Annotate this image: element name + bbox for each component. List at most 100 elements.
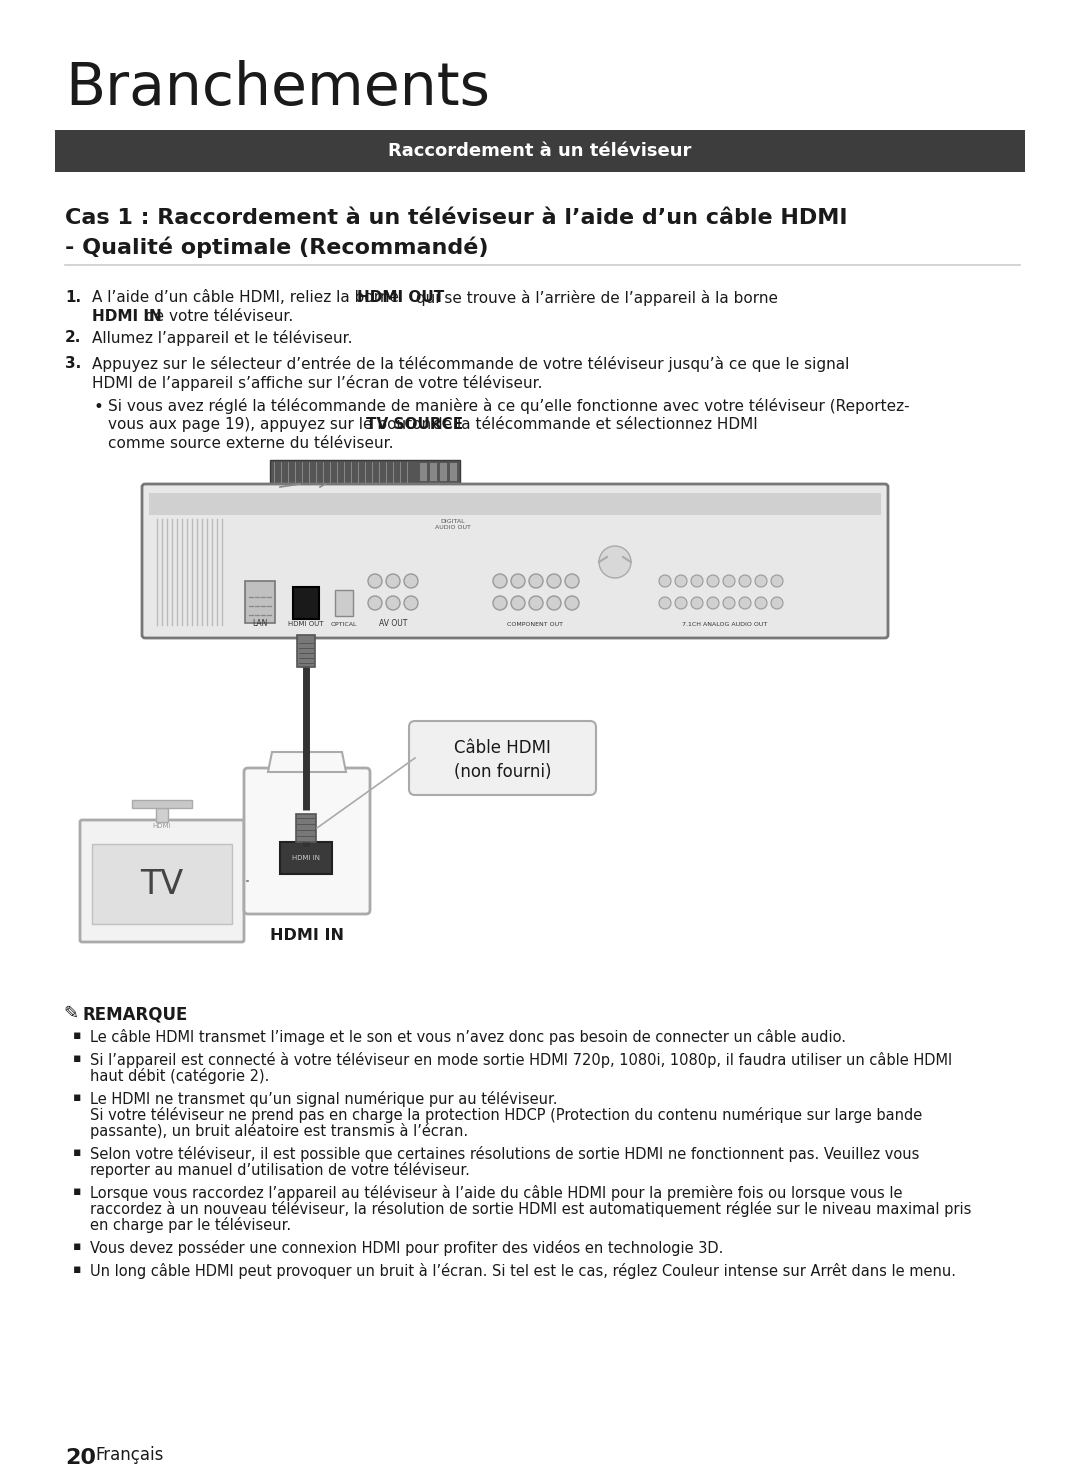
Text: Si l’appareil est connecté à votre téléviseur en mode sortie HDMI 720p, 1080i, 1: Si l’appareil est connecté à votre télév… [90, 1052, 953, 1068]
Text: HDMI IN: HDMI IN [92, 309, 162, 323]
Circle shape [599, 546, 631, 578]
Text: 1.: 1. [65, 289, 81, 304]
Circle shape [511, 597, 525, 610]
Text: en charge par le téléviseur.: en charge par le téléviseur. [90, 1217, 292, 1233]
Text: 20: 20 [65, 1447, 96, 1468]
Text: 7.1CH ANALOG AUDIO OUT: 7.1CH ANALOG AUDIO OUT [683, 622, 768, 628]
Text: vous aux page 19), appuyez sur le bouton: vous aux page 19), appuyez sur le bouton [108, 417, 436, 431]
Text: Cas 1 : Raccordement à un téléviseur à l’aide d’un câble HDMI: Cas 1 : Raccordement à un téléviseur à l… [65, 208, 848, 227]
Circle shape [404, 575, 418, 588]
Text: ▪: ▪ [73, 1029, 81, 1041]
FancyBboxPatch shape [295, 809, 318, 846]
Text: Si votre téléviseur ne prend pas en charge la protection HDCP (Protection du con: Si votre téléviseur ne prend pas en char… [90, 1106, 922, 1123]
Text: ▪: ▪ [73, 1185, 81, 1198]
Circle shape [404, 597, 418, 610]
FancyBboxPatch shape [92, 843, 232, 925]
Circle shape [529, 597, 543, 610]
FancyBboxPatch shape [430, 462, 437, 482]
FancyBboxPatch shape [440, 462, 447, 482]
Text: ▪: ▪ [73, 1092, 81, 1103]
FancyBboxPatch shape [149, 493, 881, 515]
Text: AV OUT: AV OUT [379, 619, 407, 628]
Circle shape [755, 575, 767, 586]
FancyBboxPatch shape [296, 814, 316, 842]
Circle shape [529, 575, 543, 588]
FancyBboxPatch shape [244, 768, 370, 914]
Text: Français: Français [95, 1446, 163, 1464]
Text: de votre téléviseur.: de votre téléviseur. [139, 309, 293, 323]
Text: passante), un bruit aléatoire est transmis à l’écran.: passante), un bruit aléatoire est transm… [90, 1123, 468, 1139]
Text: HDMI IN: HDMI IN [292, 855, 320, 861]
Text: Allumez l’appareil et le téléviseur.: Allumez l’appareil et le téléviseur. [92, 329, 352, 346]
Circle shape [771, 575, 783, 586]
Circle shape [492, 575, 507, 588]
Text: de la télécommande et sélectionnez HDMI: de la télécommande et sélectionnez HDMI [428, 417, 757, 431]
Text: ▪: ▪ [73, 1263, 81, 1276]
Circle shape [492, 597, 507, 610]
Text: Lorsque vous raccordez l’appareil au téléviseur à l’aide du câble HDMI pour la p: Lorsque vous raccordez l’appareil au tél… [90, 1185, 903, 1201]
Text: Vous devez posséder une connexion HDMI pour profiter des vidéos en technologie 3: Vous devez posséder une connexion HDMI p… [90, 1241, 724, 1255]
Circle shape [546, 597, 561, 610]
FancyBboxPatch shape [141, 484, 888, 638]
Text: OPTICAL: OPTICAL [330, 622, 357, 628]
FancyBboxPatch shape [270, 459, 460, 484]
Polygon shape [268, 752, 346, 772]
Text: raccordez à un nouveau téléviseur, la résolution de sortie HDMI est automatiquem: raccordez à un nouveau téléviseur, la ré… [90, 1201, 971, 1217]
Circle shape [691, 597, 703, 609]
Circle shape [659, 575, 671, 586]
Circle shape [739, 597, 751, 609]
Circle shape [386, 575, 400, 588]
Circle shape [565, 597, 579, 610]
Text: comme source externe du téléviseur.: comme source externe du téléviseur. [108, 436, 393, 450]
Circle shape [511, 575, 525, 588]
Circle shape [368, 575, 382, 588]
Text: qui se trouve à l’arrière de l’appareil à la borne: qui se trouve à l’arrière de l’appareil … [411, 289, 778, 306]
Circle shape [771, 597, 783, 609]
Text: (non fourni): (non fourni) [454, 764, 551, 781]
Text: REMARQUE: REMARQUE [83, 1004, 188, 1024]
FancyBboxPatch shape [335, 589, 353, 616]
Text: •: • [94, 397, 104, 417]
FancyBboxPatch shape [280, 842, 332, 874]
Text: Un long câble HDMI peut provoquer un bruit à l’écran. Si tel est le cas, réglez : Un long câble HDMI peut provoquer un bru… [90, 1263, 956, 1279]
Text: ▪: ▪ [73, 1146, 81, 1159]
Text: Si vous avez réglé la télécommande de manière à ce qu’elle fonctionne avec votre: Si vous avez réglé la télécommande de ma… [108, 397, 909, 414]
Text: haut débit (catégorie 2).: haut débit (catégorie 2). [90, 1068, 269, 1084]
Text: HDMI: HDMI [152, 823, 172, 829]
FancyBboxPatch shape [420, 462, 427, 482]
FancyBboxPatch shape [80, 820, 244, 942]
Text: HDMI de l’appareil s’affiche sur l’écran de votre téléviseur.: HDMI de l’appareil s’affiche sur l’écran… [92, 375, 542, 391]
Circle shape [739, 575, 751, 586]
Text: Selon votre téléviseur, il est possible que certaines résolutions de sortie HDMI: Selon votre téléviseur, il est possible … [90, 1146, 919, 1162]
Circle shape [707, 575, 719, 586]
Text: 3.: 3. [65, 356, 81, 371]
Circle shape [723, 575, 735, 586]
Text: reporter au manuel d’utilisation de votre téléviseur.: reporter au manuel d’utilisation de votr… [90, 1162, 470, 1179]
Circle shape [691, 575, 703, 586]
Text: LAN: LAN [253, 619, 268, 628]
Text: HDMI IN: HDMI IN [270, 928, 345, 942]
Circle shape [755, 597, 767, 609]
Text: Branchements: Branchements [65, 61, 490, 117]
Circle shape [386, 597, 400, 610]
Text: DIGITAL
AUDIO OUT: DIGITAL AUDIO OUT [435, 518, 471, 530]
Circle shape [565, 575, 579, 588]
Circle shape [675, 597, 687, 609]
Text: ▪: ▪ [73, 1052, 81, 1065]
Text: Le HDMI ne transmet qu’un signal numérique pur au téléviseur.: Le HDMI ne transmet qu’un signal numériq… [90, 1092, 557, 1106]
FancyBboxPatch shape [409, 721, 596, 795]
FancyBboxPatch shape [245, 580, 275, 623]
Text: - Qualité optimale (Recommandé): - Qualité optimale (Recommandé) [65, 236, 488, 257]
Text: HDMI OUT: HDMI OUT [288, 620, 324, 628]
Circle shape [546, 575, 561, 588]
FancyBboxPatch shape [293, 586, 319, 619]
Text: 2.: 2. [65, 329, 81, 346]
Text: Appuyez sur le sélecteur d’entrée de la télécommande de votre téléviseur jusqu’à: Appuyez sur le sélecteur d’entrée de la … [92, 356, 849, 372]
Circle shape [707, 597, 719, 609]
Text: Le câble HDMI transmet l’image et le son et vous n’avez donc pas besoin de conne: Le câble HDMI transmet l’image et le son… [90, 1029, 846, 1046]
Text: COMPONENT OUT: COMPONENT OUT [507, 622, 563, 628]
Text: ✎: ✎ [63, 1004, 78, 1024]
Text: Raccordement à un téléviseur: Raccordement à un téléviseur [389, 142, 691, 160]
Circle shape [723, 597, 735, 609]
Text: ▪: ▪ [73, 1241, 81, 1252]
